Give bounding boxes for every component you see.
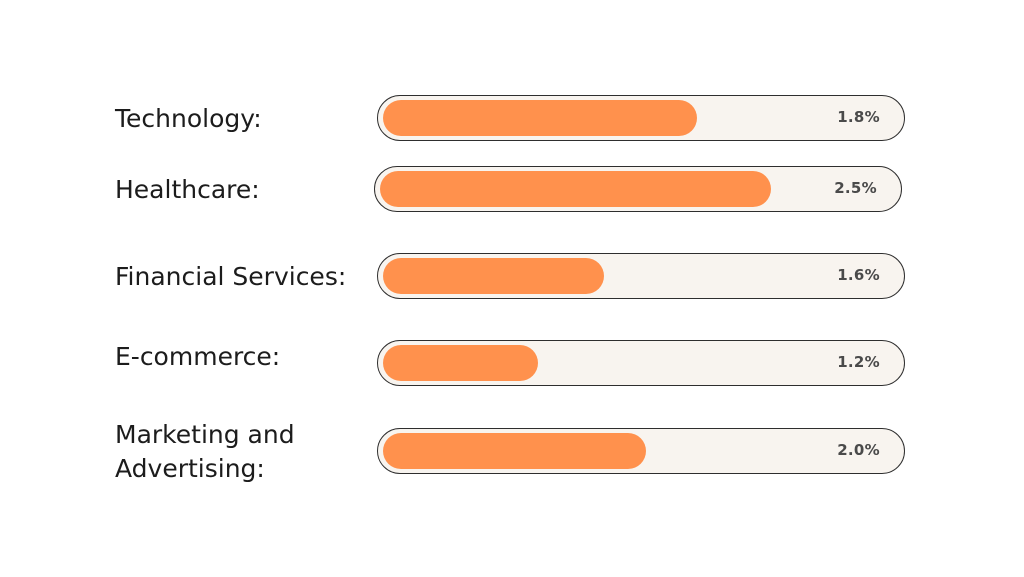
- value-label: 1.2%: [837, 353, 880, 371]
- bar-track: 2.0%: [377, 428, 905, 474]
- category-label: E-commerce:: [115, 342, 281, 371]
- value-label: 1.6%: [837, 266, 880, 284]
- bar-fill: [383, 100, 697, 136]
- bar-fill: [383, 258, 604, 294]
- bar-track: 1.8%: [377, 95, 905, 141]
- value-label: 2.0%: [837, 441, 880, 459]
- value-label: 2.5%: [834, 179, 877, 197]
- bar-fill: [380, 171, 771, 207]
- category-label: Technology:: [115, 104, 262, 133]
- category-label: Marketing and Advertising:: [115, 420, 295, 483]
- bar-track: 2.5%: [374, 166, 902, 212]
- category-label: Healthcare:: [115, 175, 260, 204]
- category-label: Financial Services:: [115, 262, 347, 291]
- bar-fill: [383, 345, 538, 381]
- value-label: 1.8%: [837, 108, 880, 126]
- bar-track: 1.2%: [377, 340, 905, 386]
- bar-track: 1.6%: [377, 253, 905, 299]
- bar-fill: [383, 433, 646, 469]
